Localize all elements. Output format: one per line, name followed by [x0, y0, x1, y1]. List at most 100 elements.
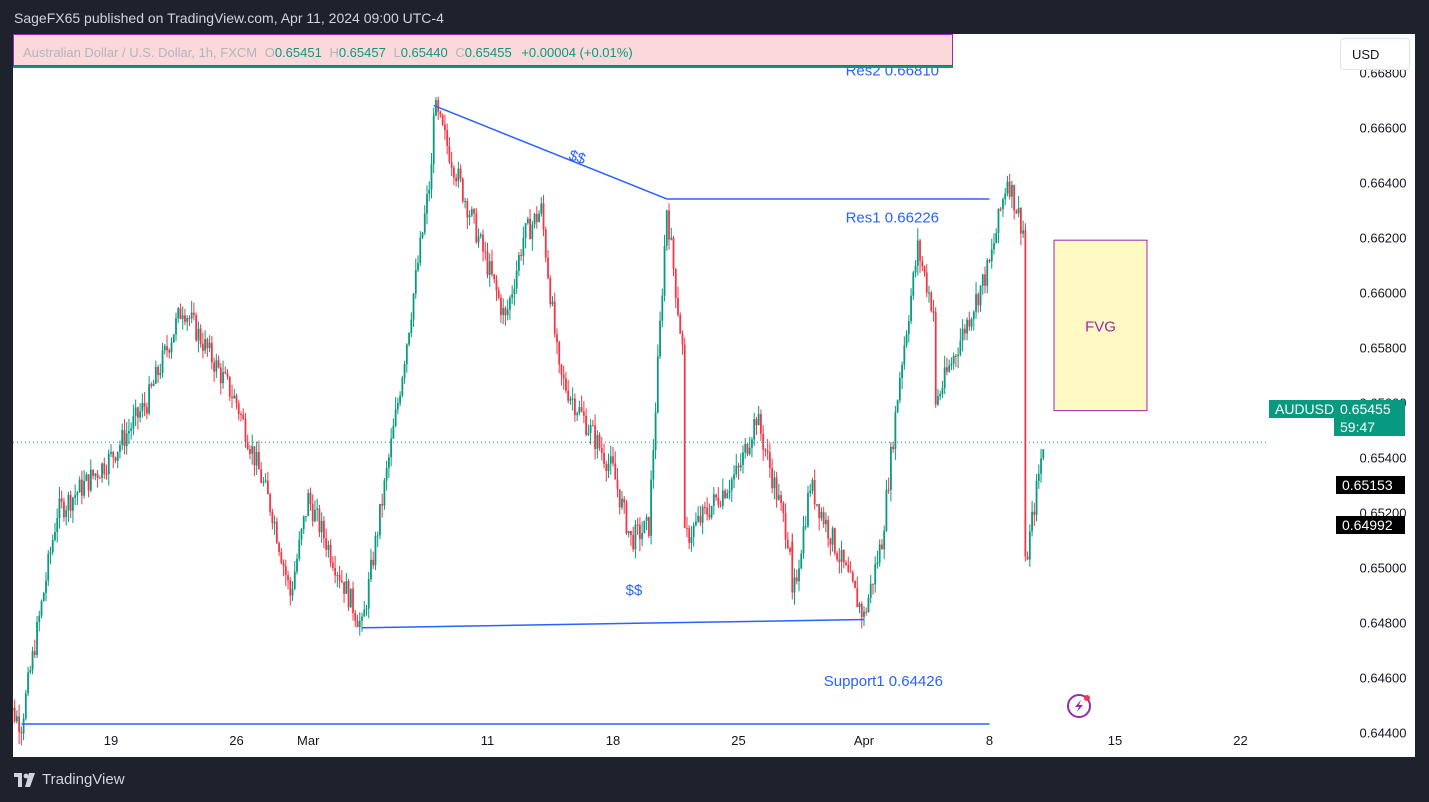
candle-body — [506, 309, 509, 316]
candle-body — [697, 515, 700, 522]
candle-body — [219, 367, 222, 384]
candle-body — [394, 409, 397, 426]
candle-body — [244, 419, 247, 443]
candle-body — [130, 428, 133, 431]
symbol-tag: AUDUSD — [1269, 400, 1341, 418]
candle-body — [461, 178, 464, 202]
candle-body — [721, 490, 724, 506]
candle-body — [22, 718, 25, 734]
candle-body — [325, 538, 328, 550]
candle-body — [379, 503, 381, 536]
candle-body — [423, 213, 426, 233]
candle-body — [331, 562, 334, 568]
candle-body — [963, 328, 966, 334]
candle-body — [105, 473, 108, 475]
candle-body — [213, 362, 215, 372]
tradingview-logo[interactable]: TradingView — [14, 771, 125, 788]
candle-body — [728, 490, 731, 494]
top-bar: SageFX65 published on TradingView.com, A… — [0, 0, 1429, 34]
candle-body — [287, 575, 289, 581]
candle-body — [432, 115, 435, 126]
candle-body — [647, 516, 650, 536]
candle-body — [701, 506, 704, 523]
candle-body — [426, 194, 428, 214]
candle-body — [502, 307, 505, 316]
candle-body — [804, 526, 807, 528]
candle-body — [986, 260, 989, 286]
candle-body — [786, 539, 789, 548]
candle-body — [683, 344, 686, 362]
candle-body — [921, 260, 924, 267]
candle-body — [383, 480, 386, 506]
currency-button[interactable]: USD — [1340, 38, 1410, 70]
candle-body — [520, 255, 523, 257]
candle-body — [782, 503, 785, 514]
candle-body — [925, 272, 928, 293]
candle-body — [419, 237, 422, 264]
candle-body — [289, 580, 292, 596]
candle-body — [101, 463, 103, 478]
candle-body — [712, 494, 715, 506]
candle-body — [562, 374, 565, 379]
candle-body — [89, 469, 92, 491]
countdown-tag: 59:47 — [1334, 418, 1405, 436]
candle-body — [643, 520, 646, 534]
candle-body — [878, 544, 881, 563]
candle-body — [473, 209, 475, 214]
y-tick-label: 0.64800 — [1360, 615, 1407, 630]
candle-body — [98, 477, 101, 479]
legend-low-label: L — [393, 45, 401, 60]
candle-body — [968, 319, 971, 327]
candle-body — [860, 603, 863, 617]
candle-body — [358, 620, 361, 628]
candle-body — [511, 294, 514, 298]
candle-body — [930, 292, 933, 311]
candle-body — [1042, 449, 1045, 459]
candle-body — [143, 403, 146, 408]
candle-body — [336, 574, 339, 576]
legend-high-value: 0.65457 — [338, 45, 386, 60]
chart-area[interactable]: 0.64400 0.64600 0.64800 0.65000 0.65200 0.654… — [13, 34, 1415, 757]
candle-body — [876, 562, 879, 565]
legend-close-label: C — [455, 45, 465, 60]
candle-body — [849, 571, 852, 573]
candle-body — [163, 346, 166, 351]
candle-body — [15, 716, 18, 722]
candle-body — [228, 376, 231, 397]
candle-body — [825, 519, 827, 525]
candle-body — [401, 377, 404, 396]
candle-body — [990, 249, 993, 262]
candle-body — [896, 400, 899, 413]
candle-body — [766, 450, 769, 453]
y-tick-label: 0.65000 — [1360, 560, 1407, 575]
x-tick-label: 18 — [606, 733, 620, 748]
candle-body — [255, 451, 258, 466]
candle-body — [661, 295, 664, 321]
candle-body — [47, 553, 50, 581]
candle-body — [343, 581, 345, 594]
candle-body — [372, 559, 375, 566]
symbol-legend[interactable]: Australian Dollar / U.S. Dollar, 1h, FXC… — [13, 34, 953, 66]
candle-body — [784, 513, 787, 540]
candle-body — [305, 515, 307, 517]
candle-body — [110, 451, 112, 454]
last-price-tag: 0.65455 — [1334, 400, 1405, 418]
legend-change: +0.00004 (+0.01%) — [521, 45, 633, 60]
candle-body — [999, 208, 1002, 210]
candle-body — [659, 320, 661, 357]
candle-body — [609, 456, 612, 464]
candle-body — [157, 366, 159, 376]
candle-body — [392, 425, 395, 439]
chart-plot[interactable]: 0.644000.646000.648000.650000.652000.654… — [13, 34, 1415, 757]
legend-open-value: 0.65451 — [274, 45, 322, 60]
candle-body — [544, 229, 547, 258]
candle-body — [576, 413, 579, 416]
candle-body — [934, 312, 937, 358]
candle-body — [452, 167, 455, 178]
candle-body — [565, 378, 567, 391]
candle-body — [681, 333, 684, 345]
candle-body — [616, 479, 619, 490]
candle-body — [446, 130, 449, 147]
liquidity-label-top: $$ — [567, 147, 589, 169]
candle-body — [748, 447, 751, 455]
